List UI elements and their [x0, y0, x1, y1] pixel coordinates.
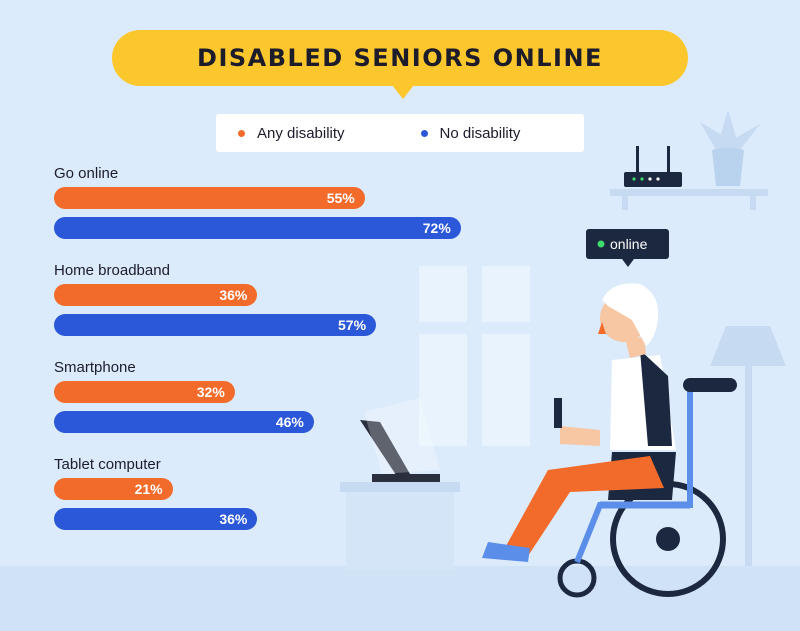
bar-no-disability [54, 411, 314, 433]
bar-value-label: 21% [134, 481, 163, 497]
bar-value-label: 72% [422, 220, 451, 236]
bar-value-label: 55% [326, 190, 355, 206]
online-status-dot [597, 240, 605, 248]
category-label: Smartphone [54, 359, 136, 376]
shelf-icon [610, 189, 768, 210]
legend-item-no-disability: No disability [420, 124, 521, 142]
bar-value-label: 36% [219, 511, 248, 527]
bar-value-label: 46% [275, 414, 304, 430]
legend-dot-any-disability [238, 129, 245, 137]
bar-value-label: 36% [219, 287, 248, 303]
bar-no-disability [54, 508, 258, 530]
side-table-icon [340, 482, 460, 570]
bar-any-disability [54, 478, 173, 500]
speech-bubble-text: online [610, 236, 648, 252]
bar-value-label: 32% [196, 384, 225, 400]
tablet-icon [360, 398, 440, 482]
category-label: Home broadband [54, 262, 170, 279]
category-label: Tablet computer [54, 456, 161, 473]
legend-dot-no-disability [420, 129, 428, 137]
lamp-icon [710, 326, 786, 566]
chart-title: DISABLED SENIORS ONLINE [197, 44, 603, 72]
category-label: Go online [54, 165, 119, 182]
bar-value-label: 57% [338, 317, 367, 333]
senior-person-icon [482, 283, 676, 562]
bar-any-disability [54, 381, 235, 403]
legend-item-any-disability: Any disability [238, 125, 345, 142]
window-icon [419, 266, 530, 446]
legend-label: No disability [439, 124, 521, 142]
bar-any-disability [54, 187, 365, 209]
speech-bubble: online [586, 229, 669, 267]
router-icon [624, 146, 682, 187]
legend: Any disability No disability [216, 114, 584, 152]
legend-label: Any disability [257, 124, 345, 142]
plant-icon [700, 110, 760, 186]
bar-no-disability [54, 314, 377, 336]
floor [0, 566, 800, 631]
bar-no-disability [54, 217, 461, 239]
bar-any-disability [54, 284, 258, 306]
title-banner: DISABLED SENIORS ONLINE [112, 30, 688, 99]
